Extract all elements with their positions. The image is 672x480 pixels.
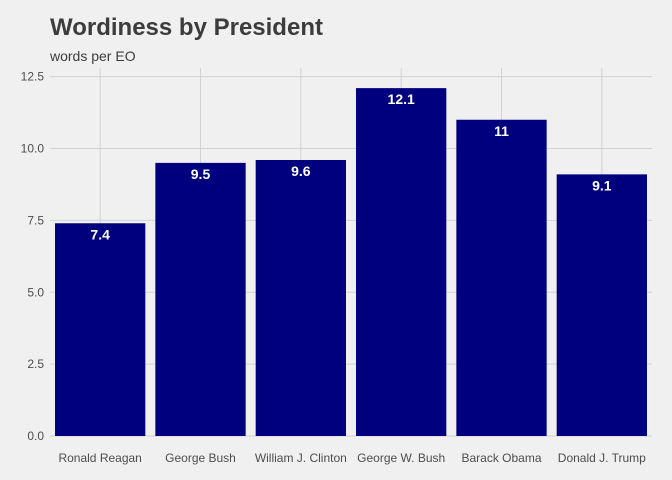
bar	[456, 119, 547, 436]
y-tick-label: 12.5	[21, 70, 45, 84]
y-tick-label: 0.0	[27, 429, 44, 443]
bar	[155, 162, 246, 436]
x-tick-label: George W. Bush	[357, 451, 445, 465]
data-label: 9.5	[191, 166, 211, 182]
y-tick-label: 2.5	[27, 357, 44, 371]
bar	[356, 88, 447, 436]
x-tick-label: George Bush	[165, 451, 236, 465]
y-tick-label: 10.0	[21, 142, 45, 156]
x-tick-label: Donald J. Trump	[558, 451, 646, 465]
y-tick-label: 5.0	[27, 285, 44, 299]
data-label: 9.6	[291, 163, 311, 179]
chart-subtitle: words per EO	[50, 48, 136, 64]
bar	[556, 174, 647, 436]
bar	[255, 160, 346, 436]
chart-title: Wordiness by President	[50, 14, 323, 41]
data-label: 12.1	[388, 91, 415, 107]
data-label: 9.1	[592, 177, 612, 193]
x-tick-label: William J. Clinton	[255, 451, 347, 465]
data-label: 7.4	[90, 226, 110, 242]
y-tick-label: 7.5	[27, 213, 44, 227]
data-label: 11	[494, 123, 509, 139]
x-tick-label: Ronald Reagan	[58, 451, 141, 465]
x-tick-label: Barack Obama	[461, 451, 541, 465]
bar	[55, 223, 146, 436]
